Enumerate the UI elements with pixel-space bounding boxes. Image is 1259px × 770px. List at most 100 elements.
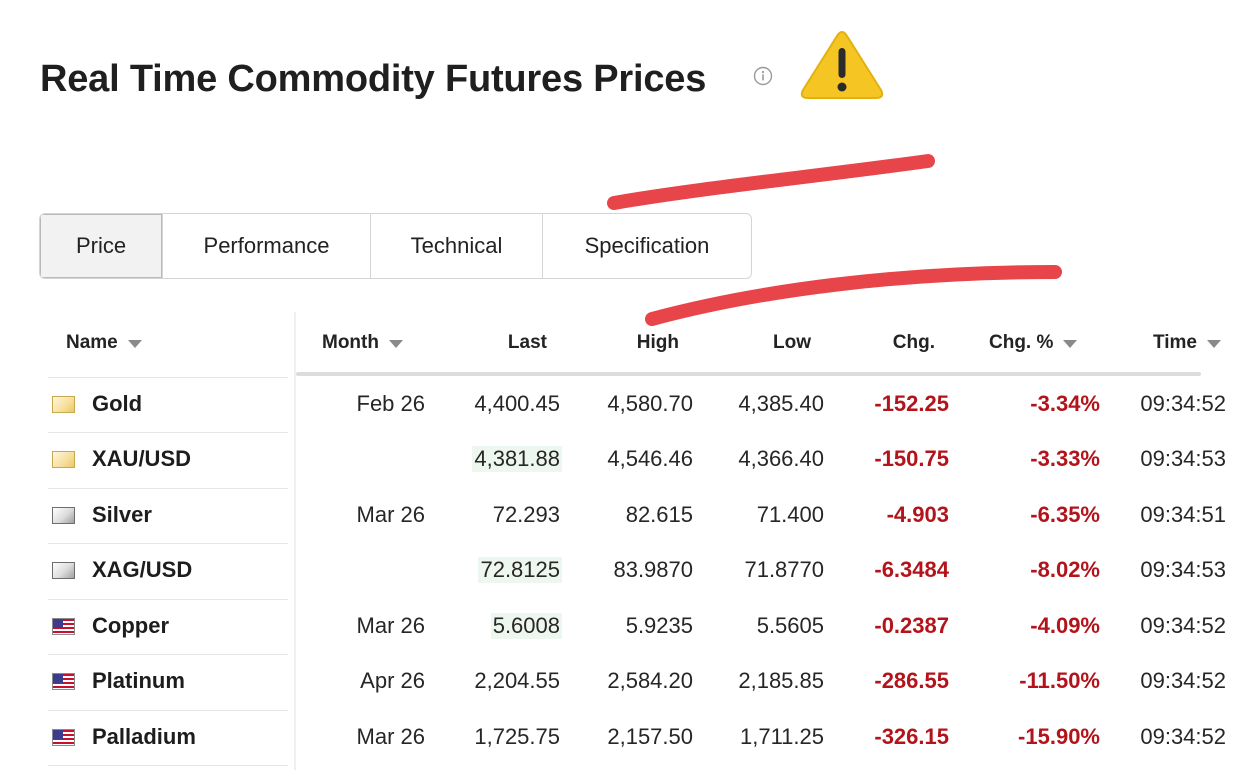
row-divider — [48, 710, 288, 711]
last-cell: 5.6008 — [490, 613, 562, 639]
high-cell: 82.615 — [625, 502, 693, 527]
name-column-divider — [294, 312, 296, 770]
commodity-name-link[interactable]: Copper — [52, 613, 169, 639]
time-cell: 09:34:52 — [1140, 391, 1226, 416]
change-cell: -150.75 — [874, 446, 949, 471]
warning-icon — [800, 31, 884, 99]
column-header-month[interactable]: Month — [322, 332, 403, 354]
change-cell: -4.903 — [886, 502, 949, 527]
table-row[interactable]: Platinum Apr 26 2,204.55 2,584.20 2,185.… — [0, 654, 1259, 709]
last-cell: 2,204.55 — [474, 668, 560, 693]
sort-caret-icon — [1207, 340, 1222, 348]
annotation-stroke-upper — [607, 154, 935, 210]
low-cell: 4,366.40 — [738, 446, 824, 471]
change-cell: -286.55 — [874, 668, 949, 693]
high-cell: 4,546.46 — [607, 446, 693, 471]
change-percent-cell: -11.50% — [1019, 668, 1100, 693]
column-header-name[interactable]: Name — [66, 332, 142, 354]
us-flag-icon — [52, 728, 75, 746]
time-cell: 09:34:52 — [1140, 668, 1226, 693]
month-cell: Mar 26 — [356, 502, 425, 527]
last-cell: 1,725.75 — [474, 724, 560, 749]
table-row[interactable]: Copper Mar 26 5.6008 5.9235 5.5605 -0.23… — [0, 599, 1259, 654]
table-row[interactable]: Gold Feb 26 4,400.45 4,580.70 4,385.40 -… — [0, 377, 1259, 432]
column-header-last[interactable]: Last — [507, 332, 547, 353]
tab-price[interactable]: Price — [40, 214, 163, 278]
row-divider — [48, 599, 288, 600]
low-cell: 1,711.25 — [739, 724, 824, 749]
low-cell: 5.5605 — [756, 613, 824, 638]
row-divider — [48, 765, 288, 766]
time-cell: 09:34:52 — [1140, 613, 1226, 638]
change-cell: -326.15 — [874, 724, 949, 749]
change-percent-cell: -15.90% — [1018, 724, 1100, 749]
gold-bar-icon — [52, 450, 75, 468]
tab-performance[interactable]: Performance — [163, 214, 371, 278]
commodity-name-link[interactable]: Palladium — [52, 724, 196, 750]
last-cell: 72.8125 — [478, 557, 562, 583]
sort-caret-icon — [1063, 340, 1078, 348]
month-cell: Feb 26 — [356, 391, 426, 416]
table-row[interactable]: XAU/USD 4,381.88 4,546.46 4,366.40 -150.… — [0, 432, 1259, 487]
view-tabs: Price Performance Technical Specificatio… — [39, 213, 752, 279]
row-divider — [48, 377, 288, 378]
change-cell: -0.2387 — [874, 613, 949, 638]
change-percent-cell: -8.02% — [1030, 557, 1100, 582]
change-percent-cell: -3.33% — [1030, 446, 1100, 471]
time-cell: 09:34:51 — [1140, 502, 1226, 527]
silver-bar-icon — [52, 561, 75, 579]
high-cell: 2,157.50 — [607, 724, 693, 749]
commodity-name-link[interactable]: XAG/USD — [52, 557, 192, 583]
commodity-name-link[interactable]: Silver — [52, 502, 152, 528]
tab-specification[interactable]: Specification — [584, 233, 710, 258]
month-cell: Mar 26 — [356, 613, 425, 638]
silver-bar-icon — [52, 506, 75, 524]
time-cell: 09:34:53 — [1140, 446, 1226, 471]
month-cell: Apr 26 — [360, 668, 425, 693]
gold-bar-icon — [52, 395, 75, 413]
row-divider — [48, 654, 288, 655]
commodity-name-link[interactable]: XAU/USD — [52, 446, 191, 472]
table-row[interactable]: Palladium Mar 26 1,725.75 2,157.50 1,711… — [0, 710, 1259, 766]
month-cell: Mar 26 — [356, 724, 425, 749]
change-percent-cell: -6.35% — [1030, 502, 1100, 527]
row-divider — [48, 488, 288, 489]
high-cell: 2,584.20 — [607, 668, 693, 693]
high-cell: 4,580.70 — [607, 391, 693, 416]
last-cell: 4,381.88 — [472, 446, 562, 472]
low-cell: 71.400 — [756, 502, 824, 527]
row-divider — [48, 432, 288, 433]
table-row[interactable]: XAG/USD 72.8125 83.9870 71.8770 -6.3484 … — [0, 543, 1259, 598]
time-cell: 09:34:52 — [1140, 724, 1226, 749]
low-cell: 2,185.85 — [738, 668, 824, 693]
column-header-chg[interactable]: Chg. — [892, 332, 935, 353]
sort-caret-icon — [388, 340, 403, 348]
column-header-low[interactable]: Low — [773, 332, 811, 353]
column-header-time[interactable]: Time — [1153, 332, 1222, 354]
time-cell: 09:34:53 — [1140, 557, 1226, 582]
table-row[interactable]: Silver Mar 26 72.293 82.615 71.400 -4.90… — [0, 488, 1259, 543]
commodity-name-link[interactable]: Gold — [52, 391, 142, 417]
row-divider — [48, 543, 288, 544]
last-cell: 72.293 — [492, 502, 560, 527]
us-flag-icon — [52, 617, 75, 635]
sort-caret-icon — [127, 340, 142, 348]
change-cell: -6.3484 — [874, 557, 949, 582]
column-header-high[interactable]: High — [636, 332, 679, 353]
change-cell: -152.25 — [874, 391, 949, 416]
tab-technical[interactable]: Technical — [371, 214, 543, 278]
last-cell: 4,400.45 — [474, 391, 560, 416]
us-flag-icon — [52, 672, 75, 690]
column-header-chg-pct[interactable]: Chg. % — [989, 332, 1078, 354]
table-header: Name Month Last High Low Chg. Chg. % Tim… — [0, 312, 1259, 376]
header-underline — [296, 372, 1201, 376]
page-title: Real Time Commodity Futures Prices — [40, 58, 707, 100]
low-cell: 4,385.40 — [738, 391, 824, 416]
low-cell: 71.8770 — [744, 557, 824, 582]
high-cell: 5.9235 — [625, 613, 693, 638]
commodity-name-link[interactable]: Platinum — [52, 668, 185, 694]
high-cell: 83.9870 — [613, 557, 693, 582]
change-percent-cell: -4.09% — [1030, 613, 1100, 638]
change-percent-cell: -3.34% — [1030, 391, 1100, 416]
info-icon[interactable] — [753, 66, 773, 86]
